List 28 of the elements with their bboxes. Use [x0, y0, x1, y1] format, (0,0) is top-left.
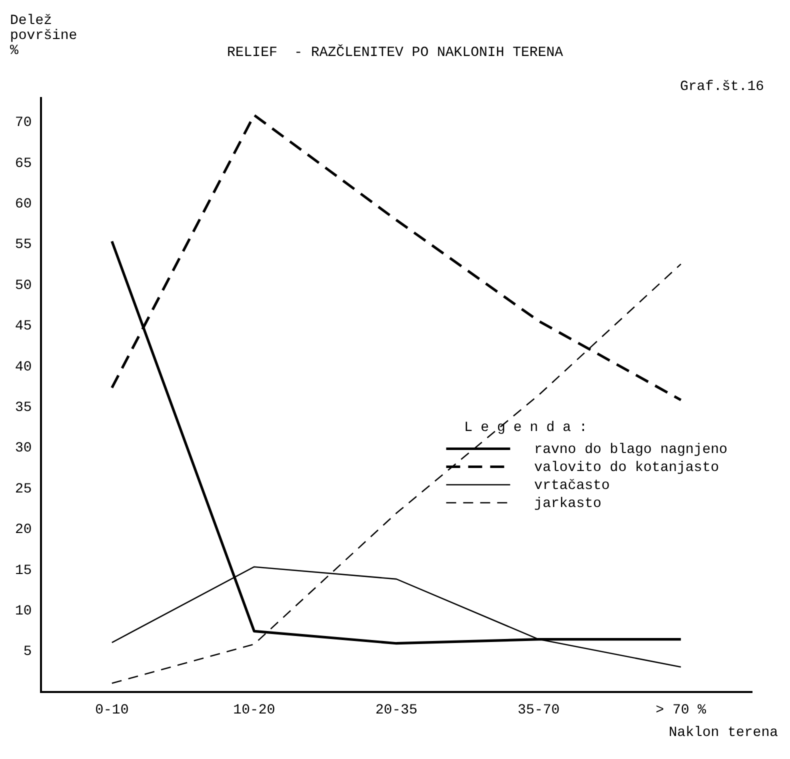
y-tick-label: 65 — [14, 156, 32, 172]
x-tick-label: 0-10 — [95, 702, 129, 718]
y-axis-title: Delež površine % — [10, 13, 78, 59]
y-tick-label: 70 — [14, 115, 32, 132]
y-tick-label: 45 — [14, 318, 32, 335]
y-tick-label: 35 — [14, 400, 32, 416]
y-tick-label: 15 — [14, 562, 32, 579]
x-tick-label: 20-35 — [375, 702, 418, 718]
x-tick-label: 10-20 — [233, 702, 276, 718]
text: Graf.št.16 — [680, 79, 764, 95]
legend-label: valovito do kotanjasto — [534, 460, 720, 476]
chart-title: RELIEF - RAZČLENITEV PO NAKLONIH TERENA — [226, 44, 564, 61]
y-tick-label: 55 — [14, 237, 32, 254]
legend-label: vrtačasto — [534, 478, 610, 494]
y-tick-label: 20 — [14, 522, 32, 538]
legend-title: Legenda: — [464, 420, 596, 436]
y-tick-label: 40 — [14, 359, 32, 376]
y-tick-label: 60 — [14, 196, 32, 213]
y-tick-label: 5 — [23, 644, 32, 660]
y-tick-label: 10 — [14, 604, 32, 620]
y-tick-label: 25 — [14, 481, 32, 498]
x-tick-label: > 70 % — [656, 702, 707, 718]
x-axis-title: Naklon terena — [668, 725, 778, 742]
y-tick-label: 30 — [14, 440, 32, 457]
x-tick-label: 35-70 — [518, 702, 560, 718]
y-tick-label: 50 — [14, 278, 32, 294]
legend-label: ravno do blago nagnjeno — [534, 442, 728, 458]
legend-label: jarkasto — [534, 496, 602, 512]
